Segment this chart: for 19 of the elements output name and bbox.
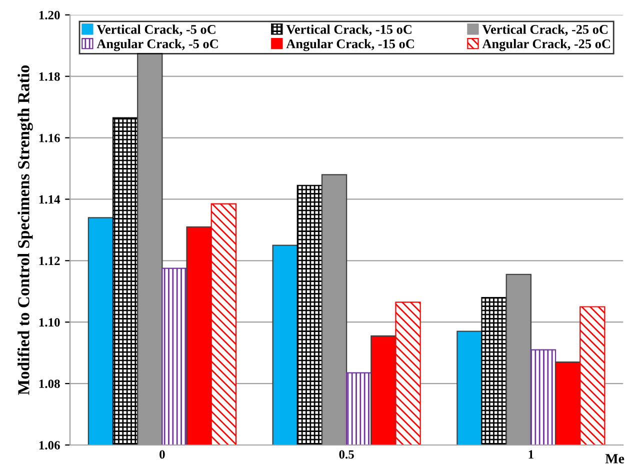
x-axis-title: Me bbox=[605, 454, 624, 464]
y-tick-label: 1.20 bbox=[39, 10, 60, 20]
y-tick-label: 1.16 bbox=[39, 134, 60, 142]
legend-label: Angular Crack, -25 oC bbox=[482, 39, 610, 52]
y-tick-label: 1.12 bbox=[39, 256, 60, 266]
legend-label: Vertical Crack, -5 oC bbox=[96, 24, 216, 36]
y-tick-label: 1.10 bbox=[39, 318, 60, 327]
y-axis-title: Modified to Control Specimens Strength Ratio bbox=[17, 65, 33, 395]
legend-label: Vertical Crack, -15 oC bbox=[286, 24, 412, 36]
y-tick-label: 1.14 bbox=[39, 195, 60, 204]
y-tick-label: 1.06 bbox=[39, 441, 60, 450]
x-tick-label: 0 bbox=[160, 450, 165, 459]
legend-label: Angular Crack, -5 oC bbox=[96, 39, 218, 52]
legend-label: Vertical Crack, -25 oC bbox=[482, 24, 608, 36]
x-tick-label: 0.5 bbox=[339, 450, 354, 459]
x-tick-label: 1 bbox=[528, 450, 534, 459]
y-tick-label: 1.18 bbox=[39, 72, 60, 81]
y-tick-label: 1.08 bbox=[39, 380, 60, 388]
legend-label: Angular Crack, -15 oC bbox=[286, 39, 414, 52]
